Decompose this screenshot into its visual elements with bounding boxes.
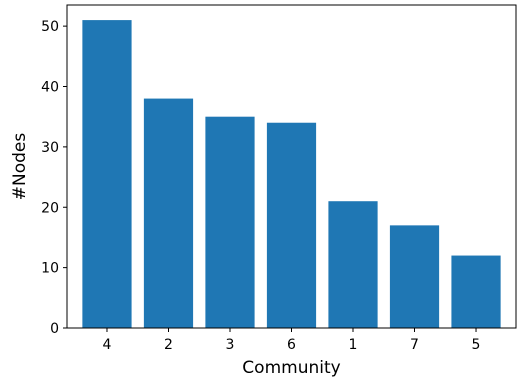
- bar-community-1: [328, 201, 378, 328]
- y-axis-label: #Nodes: [10, 133, 30, 201]
- y-tick-label: 20: [41, 200, 59, 216]
- bar-community-6: [266, 122, 317, 328]
- x-tick-label: 3: [226, 337, 235, 353]
- y-tick-label: 30: [41, 140, 59, 156]
- bars-group: [82, 20, 501, 329]
- x-tick-label: 6: [287, 337, 296, 353]
- bar-community-7: [389, 225, 440, 328]
- y-axis-ticks: 0 10 20 30 40 50: [41, 19, 67, 337]
- y-tick-label: 10: [41, 261, 59, 277]
- x-axis-label: Community: [242, 358, 340, 378]
- x-tick-label: 1: [349, 337, 358, 353]
- y-tick-label: 40: [41, 80, 59, 96]
- x-tick-label: 7: [410, 337, 419, 353]
- bar-community-4: [82, 20, 132, 329]
- x-tick-label: 4: [103, 337, 112, 353]
- bar-community-3: [205, 116, 255, 328]
- bar-community-5: [451, 255, 501, 328]
- x-axis-ticks: 4 2 3 6 1 7 5: [103, 328, 481, 353]
- x-tick-label: 2: [164, 337, 173, 353]
- plot-frame: [66, 4, 517, 329]
- x-tick-label: 5: [472, 337, 481, 353]
- y-tick-label: 50: [41, 19, 59, 35]
- y-tick-label: 0: [50, 321, 59, 337]
- bar-community-2: [143, 98, 194, 328]
